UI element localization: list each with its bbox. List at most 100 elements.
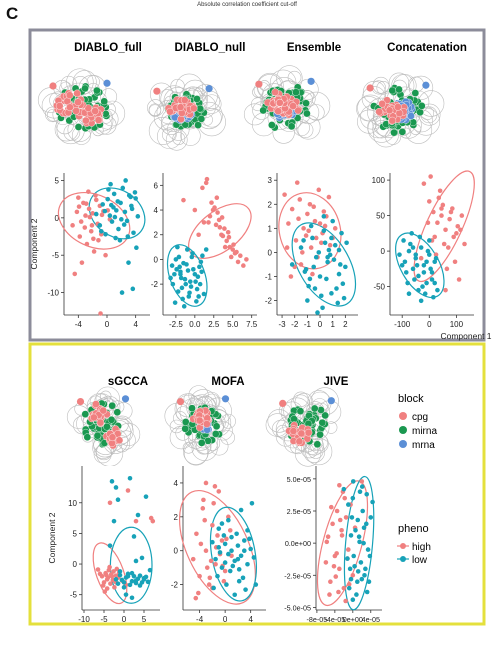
data-point-low [147,567,153,573]
data-point-low [337,262,343,267]
data-point-low [190,250,195,256]
data-point-high [222,568,228,574]
data-point-high [306,228,311,234]
data-point-low [245,528,250,533]
data-point-high [107,500,113,506]
network-node-mirna [388,86,397,95]
data-point-low [308,223,314,229]
network-node-cpg [375,107,383,116]
y-tick-label: 0 [154,255,159,264]
data-point-low [133,558,139,564]
data-point-high [95,567,101,572]
network-edge [221,413,236,429]
data-point-low [251,555,257,560]
data-point-low [175,244,180,250]
network-node-cpg [395,109,404,118]
network-node-cpg [274,107,282,116]
data-point-low [124,218,130,224]
data-point-low [216,526,222,531]
data-point-low [426,252,432,257]
data-point-low [421,263,427,268]
data-point-low [357,489,363,495]
data-point-low [109,202,114,208]
data-point-high [227,528,233,533]
data-point-low [117,572,123,578]
data-point-low [359,484,365,489]
legend-block-mirna-swatch [399,426,407,434]
y-tick-label: 5.0e-05 [287,475,311,484]
y-tick-label: 2 [154,231,159,240]
data-point-high [312,218,318,224]
data-point-low [123,592,129,597]
y-tick-label: 100 [372,176,386,185]
y-tick-label: -5.0e-05 [284,603,311,612]
data-point-low [203,247,209,252]
network-node-cpg [90,413,98,422]
network-edge [162,127,177,143]
data-point-high [432,234,438,240]
data-point-low [187,290,192,296]
data-point-high [238,253,243,259]
data-point-low [131,230,136,236]
y-tick-label: 2 [268,200,273,209]
data-point-low [109,219,115,224]
data-point-low [321,228,327,234]
data-point-high [313,235,319,241]
data-point-high [317,221,323,226]
data-point-low [336,247,342,253]
data-point-low [354,592,359,597]
x-tick-label: 1 [330,320,335,329]
data-point-high [197,573,202,579]
data-point-high [200,506,206,511]
confidence-ellipse-low [209,506,257,602]
data-point-low [129,595,135,601]
network-node-cpg [74,98,82,107]
data-point-low [428,266,433,272]
data-point-high [210,522,215,528]
data-point-low [429,270,435,275]
data-point-low [402,259,408,265]
data-point-low [366,579,372,585]
data-point-low [122,209,128,215]
data-point-low [224,582,229,587]
network-node-cpg [289,427,298,435]
data-point-high [241,263,246,268]
data-point-low [172,300,178,305]
data-point-high [305,211,310,217]
data-point-high [214,195,220,200]
y-tick-label: -2 [171,581,179,590]
data-point-high [212,205,217,210]
data-point-low [298,245,304,250]
figure-caption: Absolute correlation coefficient cut-off [197,2,297,8]
data-point-low [173,257,179,262]
y-axis-label: Component 2 [29,218,39,269]
data-point-low [106,187,111,192]
network-node-mirna [204,437,212,445]
data-point-low [221,533,227,538]
legend-pheno-low: low [412,555,428,566]
y-axis-label: Component 2 [47,512,57,563]
y-tick-label: 5 [55,176,60,185]
data-point-low [127,475,133,481]
data-point-low [425,248,431,254]
x-tick-label: 7.5 [246,320,258,329]
network-edge [182,441,195,454]
data-point-high [450,206,455,211]
data-point-low [182,276,188,282]
network-node-cpg [73,89,81,98]
data-point-high [334,508,340,514]
data-point-low [117,569,123,574]
data-point-low [191,267,196,272]
data-point-high [437,188,443,194]
data-point-low [416,273,421,279]
y-tick-label: 6 [154,181,159,190]
data-point-high [83,213,88,218]
network-node-mirna [418,102,426,110]
network-node-mirna [395,85,403,94]
data-point-low [107,543,113,548]
data-point-high [221,578,227,584]
x-tick-label: 5 [142,615,147,624]
network-node-cpg [294,106,302,115]
network-edge [175,393,200,418]
